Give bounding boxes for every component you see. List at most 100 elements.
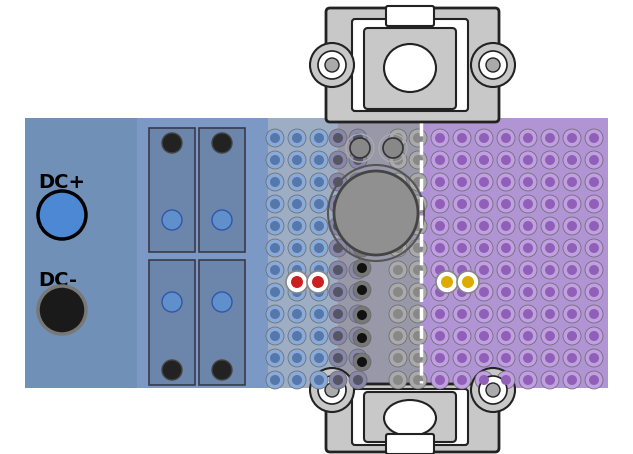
Circle shape xyxy=(479,309,489,319)
Circle shape xyxy=(393,331,403,341)
Circle shape xyxy=(288,283,306,301)
Circle shape xyxy=(310,283,328,301)
FancyBboxPatch shape xyxy=(364,28,456,109)
Circle shape xyxy=(310,305,328,323)
Circle shape xyxy=(413,287,423,297)
Circle shape xyxy=(589,155,599,165)
Circle shape xyxy=(409,283,427,301)
Circle shape xyxy=(589,177,599,187)
Circle shape xyxy=(329,327,347,345)
Circle shape xyxy=(212,133,232,153)
Circle shape xyxy=(519,173,537,191)
Circle shape xyxy=(545,199,555,209)
Circle shape xyxy=(497,261,515,279)
Circle shape xyxy=(501,133,511,143)
Circle shape xyxy=(292,243,302,253)
Circle shape xyxy=(349,173,367,191)
Circle shape xyxy=(266,327,284,345)
Circle shape xyxy=(475,305,493,323)
Circle shape xyxy=(479,287,489,297)
Circle shape xyxy=(291,276,303,288)
Circle shape xyxy=(349,129,367,147)
Circle shape xyxy=(409,217,427,235)
Circle shape xyxy=(563,371,581,389)
Circle shape xyxy=(457,375,467,385)
Circle shape xyxy=(563,173,581,191)
Circle shape xyxy=(162,292,182,312)
Ellipse shape xyxy=(384,44,436,92)
Circle shape xyxy=(357,263,367,273)
Circle shape xyxy=(431,195,449,213)
Circle shape xyxy=(475,327,493,345)
Circle shape xyxy=(497,239,515,257)
Circle shape xyxy=(353,155,363,165)
Circle shape xyxy=(353,199,363,209)
Circle shape xyxy=(563,239,581,257)
Circle shape xyxy=(497,195,515,213)
Circle shape xyxy=(501,199,511,209)
Circle shape xyxy=(567,199,577,209)
Circle shape xyxy=(519,217,537,235)
Circle shape xyxy=(519,327,537,345)
Circle shape xyxy=(501,221,511,231)
Circle shape xyxy=(435,243,445,253)
Circle shape xyxy=(541,371,559,389)
Circle shape xyxy=(292,265,302,275)
Circle shape xyxy=(310,349,328,367)
Circle shape xyxy=(545,331,555,341)
Circle shape xyxy=(545,155,555,165)
Circle shape xyxy=(270,133,280,143)
Circle shape xyxy=(393,221,403,231)
Circle shape xyxy=(38,286,86,334)
Circle shape xyxy=(431,239,449,257)
Circle shape xyxy=(353,221,363,231)
Circle shape xyxy=(453,151,471,169)
Circle shape xyxy=(325,383,339,397)
Circle shape xyxy=(288,349,306,367)
Circle shape xyxy=(333,375,343,385)
Circle shape xyxy=(329,129,347,147)
Circle shape xyxy=(435,199,445,209)
Bar xyxy=(149,260,195,385)
Circle shape xyxy=(312,276,324,288)
Circle shape xyxy=(541,305,559,323)
Circle shape xyxy=(333,353,343,363)
Circle shape xyxy=(413,243,423,253)
Circle shape xyxy=(212,360,232,380)
Circle shape xyxy=(318,376,346,404)
Circle shape xyxy=(523,331,533,341)
Circle shape xyxy=(162,210,182,230)
Circle shape xyxy=(292,309,302,319)
Circle shape xyxy=(475,173,493,191)
Circle shape xyxy=(545,287,555,297)
Circle shape xyxy=(357,333,367,343)
Circle shape xyxy=(353,259,371,277)
Circle shape xyxy=(475,195,493,213)
Circle shape xyxy=(353,309,363,319)
Circle shape xyxy=(457,243,467,253)
Circle shape xyxy=(541,129,559,147)
Circle shape xyxy=(307,271,329,293)
Circle shape xyxy=(585,173,603,191)
Circle shape xyxy=(567,177,577,187)
Circle shape xyxy=(292,353,302,363)
Circle shape xyxy=(310,239,328,257)
Bar xyxy=(338,118,420,388)
Circle shape xyxy=(457,177,467,187)
Circle shape xyxy=(413,353,423,363)
Circle shape xyxy=(212,210,232,230)
Circle shape xyxy=(545,309,555,319)
Circle shape xyxy=(389,283,407,301)
Circle shape xyxy=(266,217,284,235)
Circle shape xyxy=(413,309,423,319)
Circle shape xyxy=(266,261,284,279)
Circle shape xyxy=(329,371,347,389)
Circle shape xyxy=(567,375,577,385)
Circle shape xyxy=(349,305,367,323)
Circle shape xyxy=(389,173,407,191)
Circle shape xyxy=(266,305,284,323)
Circle shape xyxy=(357,285,367,295)
FancyBboxPatch shape xyxy=(352,389,468,445)
Circle shape xyxy=(431,283,449,301)
Circle shape xyxy=(519,349,537,367)
